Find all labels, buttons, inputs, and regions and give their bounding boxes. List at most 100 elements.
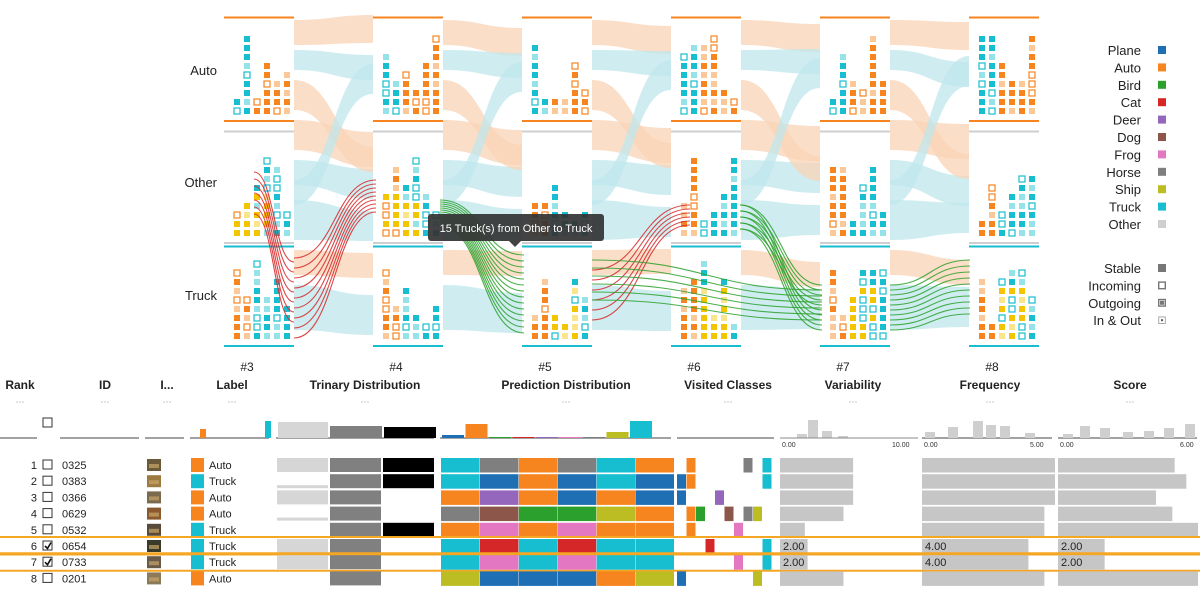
column-toolbar-rank[interactable]: ⋯: [16, 397, 25, 407]
sample-square[interactable]: [562, 324, 568, 330]
trajectory-line[interactable]: [253, 171, 295, 263]
sample-square[interactable]: [721, 306, 727, 312]
sample-square[interactable]: [532, 203, 538, 209]
trajectory-line[interactable]: [293, 207, 377, 329]
sample-square[interactable]: [849, 107, 857, 115]
sample-square[interactable]: [711, 324, 717, 330]
sample-square[interactable]: [274, 203, 280, 209]
prediction-cell-truck[interactable]: [635, 555, 675, 570]
sample-square[interactable]: [1019, 315, 1025, 321]
trajectory-line[interactable]: [591, 275, 823, 303]
sample-square[interactable]: [1009, 108, 1015, 114]
sample-square[interactable]: [840, 167, 846, 173]
sample-square[interactable]: [731, 203, 737, 209]
sample-square[interactable]: [711, 230, 717, 236]
sample-square[interactable]: [681, 315, 687, 321]
sample-square[interactable]: [681, 230, 687, 236]
sample-square[interactable]: [542, 315, 548, 321]
sample-square[interactable]: [988, 193, 996, 201]
sample-square[interactable]: [283, 211, 291, 219]
sample-square[interactable]: [701, 279, 707, 285]
sample-square[interactable]: [284, 108, 290, 114]
sample-square[interactable]: [680, 53, 688, 61]
sample-square[interactable]: [681, 203, 687, 209]
sample-square[interactable]: [1029, 185, 1035, 191]
row-checkbox[interactable]: [42, 572, 53, 583]
sample-square[interactable]: [263, 80, 271, 88]
sample-square[interactable]: [264, 176, 270, 182]
sample-square[interactable]: [721, 212, 727, 218]
sample-square[interactable]: [234, 306, 240, 312]
sample-square[interactable]: [860, 221, 866, 227]
sample-square[interactable]: [264, 315, 270, 321]
prediction-cell-frog[interactable]: [557, 555, 597, 570]
sample-square[interactable]: [681, 306, 687, 312]
sample-square[interactable]: [979, 279, 985, 285]
sample-square[interactable]: [552, 108, 558, 114]
sample-square[interactable]: [532, 333, 538, 339]
prediction-cell-truck[interactable]: [441, 555, 480, 570]
sample-square[interactable]: [869, 211, 877, 219]
sample-square[interactable]: [1029, 36, 1035, 42]
sample-square[interactable]: [532, 81, 538, 87]
sample-square[interactable]: [432, 323, 440, 331]
sample-square[interactable]: [423, 63, 429, 69]
sample-square[interactable]: [711, 212, 717, 218]
sample-square[interactable]: [234, 315, 240, 321]
sample-square[interactable]: [542, 297, 548, 303]
sample-square[interactable]: [870, 167, 876, 173]
row-checkbox[interactable]: [42, 459, 53, 470]
sample-square[interactable]: [691, 176, 697, 182]
row-checkbox[interactable]: [42, 540, 53, 551]
sample-square[interactable]: [711, 108, 717, 114]
row-checkbox[interactable]: [42, 508, 53, 519]
sample-square[interactable]: [870, 63, 876, 69]
sample-square[interactable]: [383, 63, 389, 69]
sample-square[interactable]: [989, 72, 995, 78]
sample-square[interactable]: [701, 333, 707, 339]
prediction-cell-frog[interactable]: [479, 522, 519, 538]
cell-1-2[interactable]: [373, 246, 443, 346]
sample-square[interactable]: [273, 107, 281, 115]
sample-square[interactable]: [552, 315, 558, 321]
sample-square[interactable]: [1019, 203, 1025, 209]
sample-square[interactable]: [1009, 324, 1015, 330]
sample-square[interactable]: [264, 306, 270, 312]
step-label[interactable]: #4: [389, 360, 403, 374]
sample-square[interactable]: [423, 230, 429, 236]
sample-square[interactable]: [1029, 230, 1035, 236]
sample-square[interactable]: [691, 45, 697, 51]
sample-square[interactable]: [254, 288, 260, 294]
sample-square[interactable]: [1029, 315, 1035, 321]
sample-square[interactable]: [382, 211, 390, 219]
column-header-tri[interactable]: Trinary Distribution: [310, 378, 421, 392]
sample-square[interactable]: [999, 99, 1005, 105]
sample-square[interactable]: [244, 45, 250, 51]
sample-square[interactable]: [284, 81, 290, 87]
sample-square[interactable]: [403, 212, 409, 218]
sample-square[interactable]: [382, 80, 390, 88]
sample-square[interactable]: [731, 221, 737, 227]
sample-square[interactable]: [233, 269, 241, 277]
sample-square[interactable]: [383, 315, 389, 321]
sample-square[interactable]: [1008, 229, 1016, 237]
sample-square[interactable]: [1029, 212, 1035, 218]
sample-square[interactable]: [244, 99, 250, 105]
sample-square[interactable]: [403, 297, 409, 303]
sample-square[interactable]: [1009, 315, 1015, 321]
sample-square[interactable]: [1019, 99, 1025, 105]
sample-square[interactable]: [850, 99, 856, 105]
sample-square[interactable]: [979, 54, 985, 60]
sample-square[interactable]: [1009, 81, 1015, 87]
sample-square[interactable]: [840, 194, 846, 200]
sample-square[interactable]: [880, 324, 886, 330]
sample-square[interactable]: [244, 333, 250, 339]
table-row[interactable]: 8 0201 Auto: [31, 571, 1198, 586]
sample-square[interactable]: [1029, 54, 1035, 60]
sample-square[interactable]: [979, 324, 985, 330]
sample-square[interactable]: [244, 212, 250, 218]
sample-square[interactable]: [403, 315, 409, 321]
row-checkbox[interactable]: [42, 524, 53, 535]
sample-square[interactable]: [1019, 212, 1025, 218]
sample-square[interactable]: [880, 99, 886, 105]
